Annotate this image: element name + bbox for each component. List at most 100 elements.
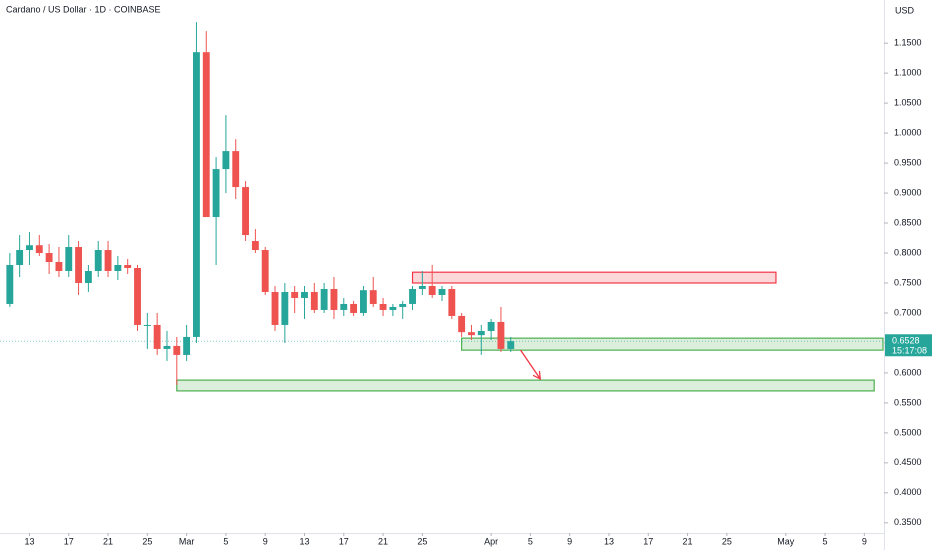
candle-body (222, 151, 230, 170)
candle-body (84, 270, 92, 283)
candle-body (153, 324, 161, 349)
x-tick-label: 25 (417, 536, 427, 546)
candle-body (202, 52, 210, 218)
candle-body (261, 250, 269, 292)
zone-box (411, 271, 777, 284)
candle-body (340, 303, 348, 310)
candle-body (379, 303, 387, 310)
x-tick-label: 25 (722, 536, 732, 546)
candle-body (487, 321, 495, 331)
last-price-label: 0.6528 (892, 336, 920, 346)
candle-body (359, 290, 367, 313)
x-tick-label: 5 (823, 536, 828, 546)
candle-body (301, 291, 308, 298)
x-tick-label: 17 (64, 536, 74, 546)
candle-body (281, 291, 289, 325)
candle-body (173, 345, 181, 355)
y-tick-label: 0.7500 (894, 277, 922, 287)
chart-title: Cardano / US Dollar · 1D · COINBASE (6, 4, 161, 14)
candle-body (389, 306, 397, 310)
x-tick-label: 21 (378, 536, 388, 546)
x-tick-label: 9 (567, 536, 572, 546)
candle-body (75, 247, 83, 283)
candle-body (409, 288, 416, 304)
candle-body (212, 169, 220, 218)
candle-body (65, 247, 73, 271)
y-tick-label: 0.8000 (894, 247, 922, 257)
candle-body (350, 303, 358, 313)
candle-body (291, 291, 299, 298)
candle-body (193, 52, 200, 337)
x-tick-label: 13 (24, 536, 34, 546)
candle-body (310, 291, 318, 310)
candle-body (143, 324, 151, 326)
candle-body (104, 250, 112, 271)
candle-body (399, 303, 407, 307)
x-tick-label: 9 (862, 536, 867, 546)
countdown-label: 15:17:08 (892, 346, 927, 356)
arrow-shaft (520, 349, 541, 380)
zone-box (461, 337, 884, 351)
candle-body (507, 341, 515, 349)
x-tick-label: 17 (643, 536, 653, 546)
x-tick-label: 9 (263, 536, 268, 546)
x-tick-label: 13 (604, 536, 614, 546)
x-tick-label: 13 (299, 536, 309, 546)
zone-box (176, 379, 875, 392)
y-tick-label: 0.9500 (894, 157, 922, 167)
x-tick-label: 17 (339, 536, 349, 546)
last-price-box (885, 334, 932, 357)
candle-body (55, 262, 63, 271)
candle-body (369, 290, 377, 304)
y-tick-label: 0.9000 (894, 187, 922, 197)
candle-body (242, 187, 249, 236)
candle-body (477, 330, 485, 336)
candle-body (418, 285, 426, 289)
y-tick-label: 0.4500 (894, 457, 922, 467)
y-tick-label: 0.4000 (894, 487, 922, 497)
x-tick-label: 21 (103, 536, 113, 546)
x-tick-label: Mar (179, 536, 195, 546)
candle-body (94, 250, 102, 271)
candle-body (458, 315, 466, 333)
candle-body (16, 250, 24, 266)
candle-body (45, 253, 53, 263)
y-tick-label: 0.5000 (894, 427, 922, 437)
candle-body (26, 245, 33, 251)
candle-body (330, 288, 338, 310)
y-tick-label: 1.1500 (894, 38, 922, 48)
candle-body (497, 321, 505, 349)
y-tick-label: 0.8500 (894, 217, 922, 227)
x-tick-label: 5 (223, 536, 228, 546)
x-tick-label: 21 (683, 536, 693, 546)
candle-body (271, 291, 279, 325)
x-tick-label: 5 (528, 536, 533, 546)
y-tick-label: 1.0000 (894, 127, 922, 137)
candle-body (163, 345, 171, 349)
candle-body (320, 288, 328, 310)
y-tick-label: 1.0500 (894, 97, 922, 107)
y-tick-label: 0.3500 (894, 517, 922, 527)
x-tick-label: Apr (484, 536, 498, 546)
candle-body (468, 332, 475, 336)
y-tick-label: 1.1000 (894, 68, 922, 78)
candle-body (448, 288, 456, 316)
candle-body (134, 267, 141, 325)
candle-body (438, 288, 446, 295)
y-tick-label: 0.6000 (894, 367, 922, 377)
arrow-head (532, 370, 541, 381)
x-tick-label: May (777, 536, 795, 546)
y-tick-label: 0.5500 (894, 397, 922, 407)
x-tick-label: 25 (142, 536, 152, 546)
candle-body (428, 285, 436, 295)
candle-body (6, 265, 14, 304)
candle-body (35, 245, 43, 254)
y-tick-label: 0.7000 (894, 307, 922, 317)
candle-body (251, 241, 259, 251)
candle-body (124, 265, 132, 268)
candle-body (232, 151, 240, 188)
currency-label: USD (895, 5, 915, 15)
candle-body (183, 336, 191, 355)
